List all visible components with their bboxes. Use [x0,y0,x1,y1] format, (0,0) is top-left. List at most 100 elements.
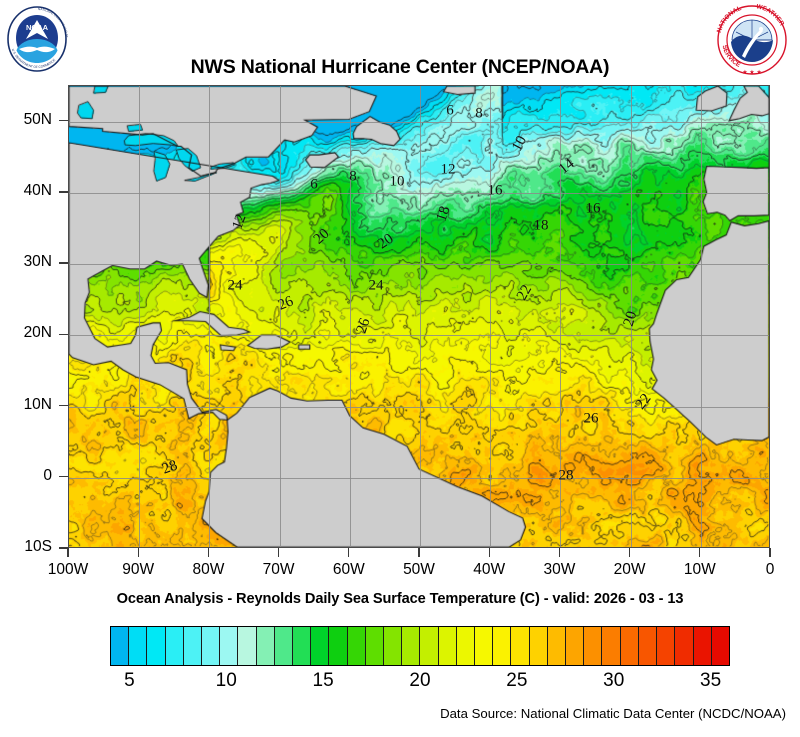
y-axis-tick-label: 20N [23,324,52,342]
x-axis-tick [207,548,210,557]
contour-label: 12 [440,161,456,178]
x-axis-tick-label: 30W [543,561,576,578]
x-axis-tick-label: 70W [262,561,295,578]
contour-label: 10 [389,173,405,190]
y-axis-tick [59,333,68,335]
colorbar-band [602,627,621,665]
noaa-logo: NOAA NATIONAL OCEANIC AND ATMOSPHERIC U.… [5,3,69,72]
colorbar-band [438,627,457,665]
colorbar-band [529,627,548,665]
contour-label: 18 [533,217,549,234]
x-axis-tick [558,548,561,557]
contour-label: 24 [368,277,384,294]
contour-label: 16 [585,200,601,217]
colorbar-band [129,627,148,665]
colorbar-band [329,627,348,665]
data-source-note: Data Source: National Climatic Data Cent… [440,706,786,721]
nws-logo: NATIONAL WEATHER SERVICE ★ ★ ★ [716,3,788,76]
colorbar-band [365,627,385,665]
colorbar-tick-label: 25 [506,670,528,691]
contour-label: 24 [227,277,243,294]
colorbar-band [675,627,694,665]
y-axis-tick [59,191,68,193]
colorbar-tick-label: 35 [700,670,722,691]
graticule-parallel [69,335,769,337]
graticule-parallel [69,406,769,408]
y-axis-tick-label: 30N [23,253,52,271]
graticule-parallel [69,264,769,266]
colorbar-band [456,627,476,665]
graticule-meridian [560,86,562,547]
colorbar-band [256,627,275,665]
svg-text:★ ★ ★: ★ ★ ★ [742,69,761,76]
contour-label: 26 [583,410,599,427]
x-axis-tick-label: 40W [473,561,506,578]
sst-raster [69,86,769,547]
colorbar-band [147,627,166,665]
contour-label: 8 [475,105,483,122]
x-axis-tick-label: 90W [122,561,155,578]
x-axis-tick-label: 100W [47,561,89,578]
y-axis-tick-label: 40N [23,181,52,199]
sst-map: 6 8 10 12 14 6 8 10 16 16 12 18 18 20 20 20 22 22 24 24 26 26… [68,85,770,548]
colorbar-container [110,626,730,666]
y-axis-tick-label: 10N [23,395,52,413]
contour-label: 28 [558,467,574,484]
x-axis-tick-label: 50W [403,561,435,578]
x-axis-tick [277,548,280,557]
y-axis-tick-label: 0 [43,466,52,484]
y-axis-tick [59,476,68,478]
x-axis-tick [769,548,771,557]
contour-label: 8 [349,168,357,185]
colorbar-band [402,627,421,665]
x-axis-tick-label: 20W [613,561,646,578]
y-axis-tick [59,547,68,549]
graticule-parallel [69,477,769,479]
colorbar-tick-label: 30 [603,670,625,691]
x-axis-tick-label: 0 [765,561,775,578]
colorbar-band [620,627,639,665]
y-axis-tick-label: 10S [24,538,52,555]
x-axis-tick-label: 80W [192,561,225,578]
contour-label: 6 [310,176,318,193]
graticule-meridian [349,86,351,547]
colorbar-band [220,627,239,665]
graticule-meridian [209,86,211,547]
colorbar-band [475,627,494,665]
graticule-parallel [69,121,769,123]
colorbar-band [511,627,530,665]
colorbar-band [638,627,658,665]
graticule-meridian [139,86,141,547]
colorbar-band [711,627,729,665]
x-axis-tick [67,548,69,557]
colorbar-tick-label: 5 [124,670,135,691]
colorbar-band [238,627,257,665]
y-axis-tick-label: 50N [23,110,52,128]
x-axis-tick [699,548,701,557]
x-axis-tick [137,548,139,557]
x-axis-tick-label: 10W [683,561,716,578]
colorbar-band [384,627,403,665]
colorbar-band [693,627,712,665]
svg-text:NOAA: NOAA [26,23,49,32]
x-axis-tick [628,548,631,557]
graticule-meridian [490,86,492,547]
contour-label: 16 [487,182,503,199]
colorbar-band [547,627,567,665]
graticule-meridian [420,86,421,547]
map-caption: Ocean Analysis - Reynolds Daily Sea Surf… [116,591,684,607]
colorbar-band [202,627,221,665]
colorbar-tick-label: 10 [215,670,237,691]
graticule-meridian [279,86,281,547]
graticule-meridian [700,86,702,547]
y-axis-tick [59,404,68,407]
colorbar-band [493,627,512,665]
colorbar-band [293,627,312,665]
colorbar-band [347,627,366,665]
colorbar-tick-label: 15 [312,670,334,691]
colorbar-band [183,627,203,665]
colorbar-band [566,627,585,665]
contour-label: 6 [446,102,454,119]
page-title: NWS National Hurricane Center (NCEP/NOAA… [190,56,610,78]
y-axis-tick [59,262,68,264]
